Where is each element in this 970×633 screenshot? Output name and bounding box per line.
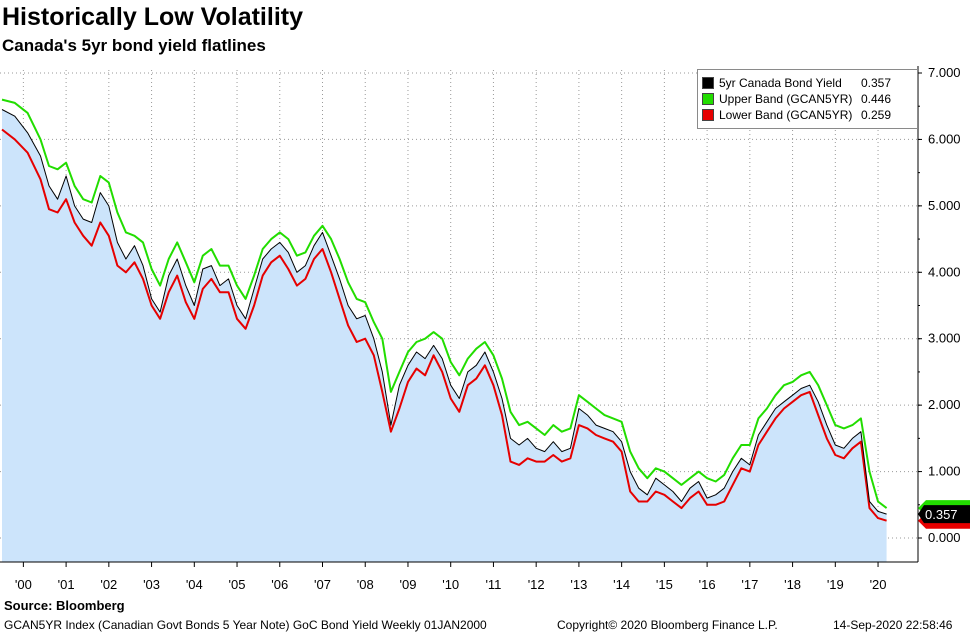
x-tick-label: '20 (870, 577, 887, 592)
upper-band-line (1, 98, 888, 509)
chart-subtitle: Canada's 5yr bond yield flatlines (2, 36, 266, 55)
legend-swatch (702, 76, 714, 89)
x-tick-label: '06 (271, 577, 288, 592)
yield-last-tag (918, 505, 970, 524)
x-tick-label: '09 (399, 577, 416, 592)
chart-title: Historically Low Volatility (2, 3, 303, 31)
legend-item-upper-band: Upper Band (GCAN5YR) 0.446 (702, 91, 891, 106)
x-tick-label: '10 (442, 577, 459, 592)
chart-area: 0.000 1.000 2.000 3.000 4.000 5.000 6.000 7.000… (0, 65, 970, 592)
timestamp: 14-Sep-2020 22:58:46 (833, 618, 953, 632)
x-tick-label: '03 (143, 577, 160, 592)
legend-label: Lower Band (GCAN5YR) (719, 107, 853, 122)
legend-value: 0.446 (861, 91, 892, 106)
x-tick-label: '17 (741, 577, 758, 592)
x-tick-label: '02 (100, 577, 117, 592)
x-tick-label: '15 (656, 577, 673, 592)
y-tick-label: 6.000 (928, 131, 961, 146)
y-tick-label: 5.000 (928, 198, 961, 213)
copyright-note: Copyright© 2020 Bloomberg Finance L.P. (557, 618, 778, 632)
x-tick-label: '04 (186, 577, 203, 592)
legend-swatch (702, 92, 714, 105)
legend-label: Upper Band (GCAN5YR) (719, 91, 853, 106)
x-tick-label: '14 (613, 577, 630, 592)
y-tick-label: 7.000 (928, 65, 961, 80)
index-description: GCAN5YR Index (Canadian Govt Bonds 5 Yea… (4, 618, 487, 632)
x-tick-label: '00 (15, 577, 32, 592)
legend-value: 0.357 (861, 75, 892, 90)
y-tick-label: 0.000 (928, 530, 961, 545)
y-tick-label: 3.000 (928, 331, 961, 346)
legend-value: 0.259 (861, 107, 892, 122)
x-tick-label: '07 (314, 577, 331, 592)
x-tick-label: '18 (784, 577, 801, 592)
x-tick-label: '08 (357, 577, 374, 592)
x-tick-label: '12 (528, 577, 545, 592)
yield-last-value: 0.357 (925, 507, 958, 522)
x-tick-label: '19 (827, 577, 844, 592)
x-tick-label: '13 (570, 577, 587, 592)
legend-label: 5yr Canada Bond Yield (719, 75, 842, 90)
x-tick-label: '05 (229, 577, 246, 592)
source-note: Source: Bloomberg (4, 598, 125, 613)
legend-swatch (702, 108, 714, 121)
x-tick-label: '16 (699, 577, 716, 592)
y-tick-label: 2.000 (928, 397, 961, 412)
y-tick-label: 1.000 (928, 464, 961, 479)
chart-legend: 5yr Canada Bond Yield 0.357 Upper Band (… (697, 69, 918, 129)
lower-band-line (1, 128, 887, 522)
y-tick-label: 4.000 (928, 264, 961, 279)
yield-area-fill (2, 109, 887, 562)
yield-line (1, 109, 887, 515)
x-tick-label: '01 (58, 577, 75, 592)
legend-item-yield: 5yr Canada Bond Yield 0.357 (702, 75, 891, 90)
x-tick-label: '11 (485, 577, 501, 592)
legend-item-lower-band: Lower Band (GCAN5YR) 0.259 (702, 107, 891, 122)
